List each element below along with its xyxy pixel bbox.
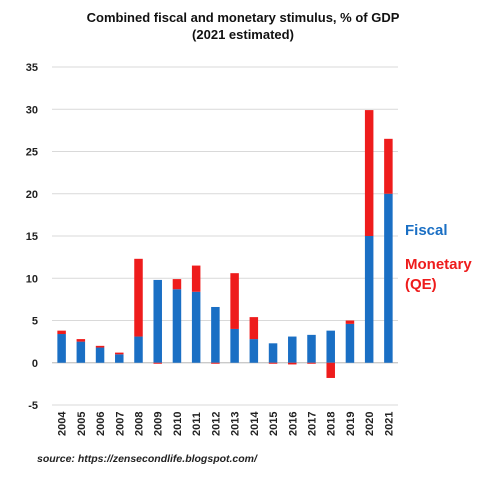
bar-monetary bbox=[288, 362, 297, 365]
bar-fiscal bbox=[307, 334, 316, 363]
bar-monetary bbox=[249, 317, 259, 340]
bar-monetary bbox=[345, 320, 355, 324]
x-tick-label: 2009 bbox=[153, 412, 165, 436]
chart-title: Combined fiscal and monetary stimulus, %… bbox=[86, 10, 400, 25]
x-tick-label: 2008 bbox=[134, 412, 146, 436]
bar-fiscal bbox=[115, 354, 124, 363]
bar-monetary bbox=[364, 110, 374, 236]
x-tick-label: 2015 bbox=[268, 412, 280, 436]
bar-monetary bbox=[211, 362, 220, 364]
legend-monetary-qe: (QE) bbox=[405, 276, 437, 293]
bar-fiscal bbox=[249, 339, 259, 363]
bar-fiscal bbox=[153, 279, 162, 363]
bar-monetary bbox=[384, 138, 393, 194]
bar-fiscal bbox=[172, 289, 182, 363]
bar-fiscal bbox=[76, 341, 86, 363]
bar-fiscal bbox=[268, 343, 278, 363]
x-tick-label: 2021 bbox=[383, 412, 395, 436]
y-tick-label: 20 bbox=[26, 189, 38, 201]
bar-fiscal bbox=[288, 336, 297, 363]
bar-fiscal bbox=[230, 328, 239, 363]
y-tick-label: 10 bbox=[26, 273, 38, 285]
legend-monetary: Monetary bbox=[405, 256, 472, 273]
x-tick-label: 2005 bbox=[76, 412, 88, 436]
bar-monetary bbox=[191, 265, 201, 292]
x-tick-label: 2011 bbox=[191, 412, 203, 436]
x-tick-label: 2010 bbox=[172, 412, 184, 436]
bar-monetary bbox=[57, 330, 66, 335]
legend-fiscal: Fiscal bbox=[405, 222, 448, 239]
bar-fiscal bbox=[211, 306, 220, 363]
x-tick-label: 2018 bbox=[326, 412, 338, 436]
bar-fiscal bbox=[191, 291, 201, 363]
x-tick-label: 2016 bbox=[287, 412, 299, 436]
y-tick-label: 25 bbox=[26, 147, 38, 159]
y-tick-label: 15 bbox=[26, 231, 38, 243]
bar-fiscal bbox=[326, 330, 335, 363]
y-tick-label: 35 bbox=[26, 62, 38, 74]
bar-monetary bbox=[326, 362, 335, 378]
bar-monetary bbox=[153, 362, 162, 364]
bar-monetary bbox=[134, 258, 143, 337]
bar-fiscal bbox=[134, 336, 143, 363]
bar-monetary bbox=[268, 362, 278, 364]
bar-monetary bbox=[172, 279, 182, 290]
x-tick-label: 2014 bbox=[249, 411, 261, 436]
bar-monetary bbox=[76, 339, 86, 342]
bar-fiscal bbox=[364, 236, 374, 363]
x-tick-label: 2013 bbox=[230, 412, 242, 436]
bar-monetary bbox=[307, 362, 316, 364]
source-note: source: https://zensecondlife.blogspot.c… bbox=[37, 453, 257, 465]
x-tick-label: 2017 bbox=[307, 412, 319, 436]
y-tick-label: 0 bbox=[32, 358, 38, 370]
bar-fiscal bbox=[95, 347, 105, 363]
x-tick-label: 2020 bbox=[364, 412, 376, 436]
bar-fiscal bbox=[384, 193, 393, 363]
bar-monetary bbox=[115, 352, 124, 355]
y-tick-label: -5 bbox=[28, 400, 38, 412]
bar-monetary bbox=[95, 345, 105, 348]
y-tick-label: 5 bbox=[32, 316, 38, 328]
x-tick-label: 2007 bbox=[114, 412, 126, 436]
y-tick-label: 30 bbox=[26, 104, 38, 116]
x-tick-label: 2012 bbox=[210, 412, 222, 436]
bar-monetary bbox=[230, 273, 239, 329]
x-tick-label: 2019 bbox=[345, 412, 357, 436]
chart-subtitle: (2021 estimated) bbox=[192, 27, 294, 42]
bar-fiscal bbox=[57, 334, 66, 363]
x-tick-label: 2006 bbox=[95, 412, 107, 436]
x-tick-label: 2004 bbox=[57, 411, 69, 436]
bar-fiscal bbox=[345, 323, 355, 363]
